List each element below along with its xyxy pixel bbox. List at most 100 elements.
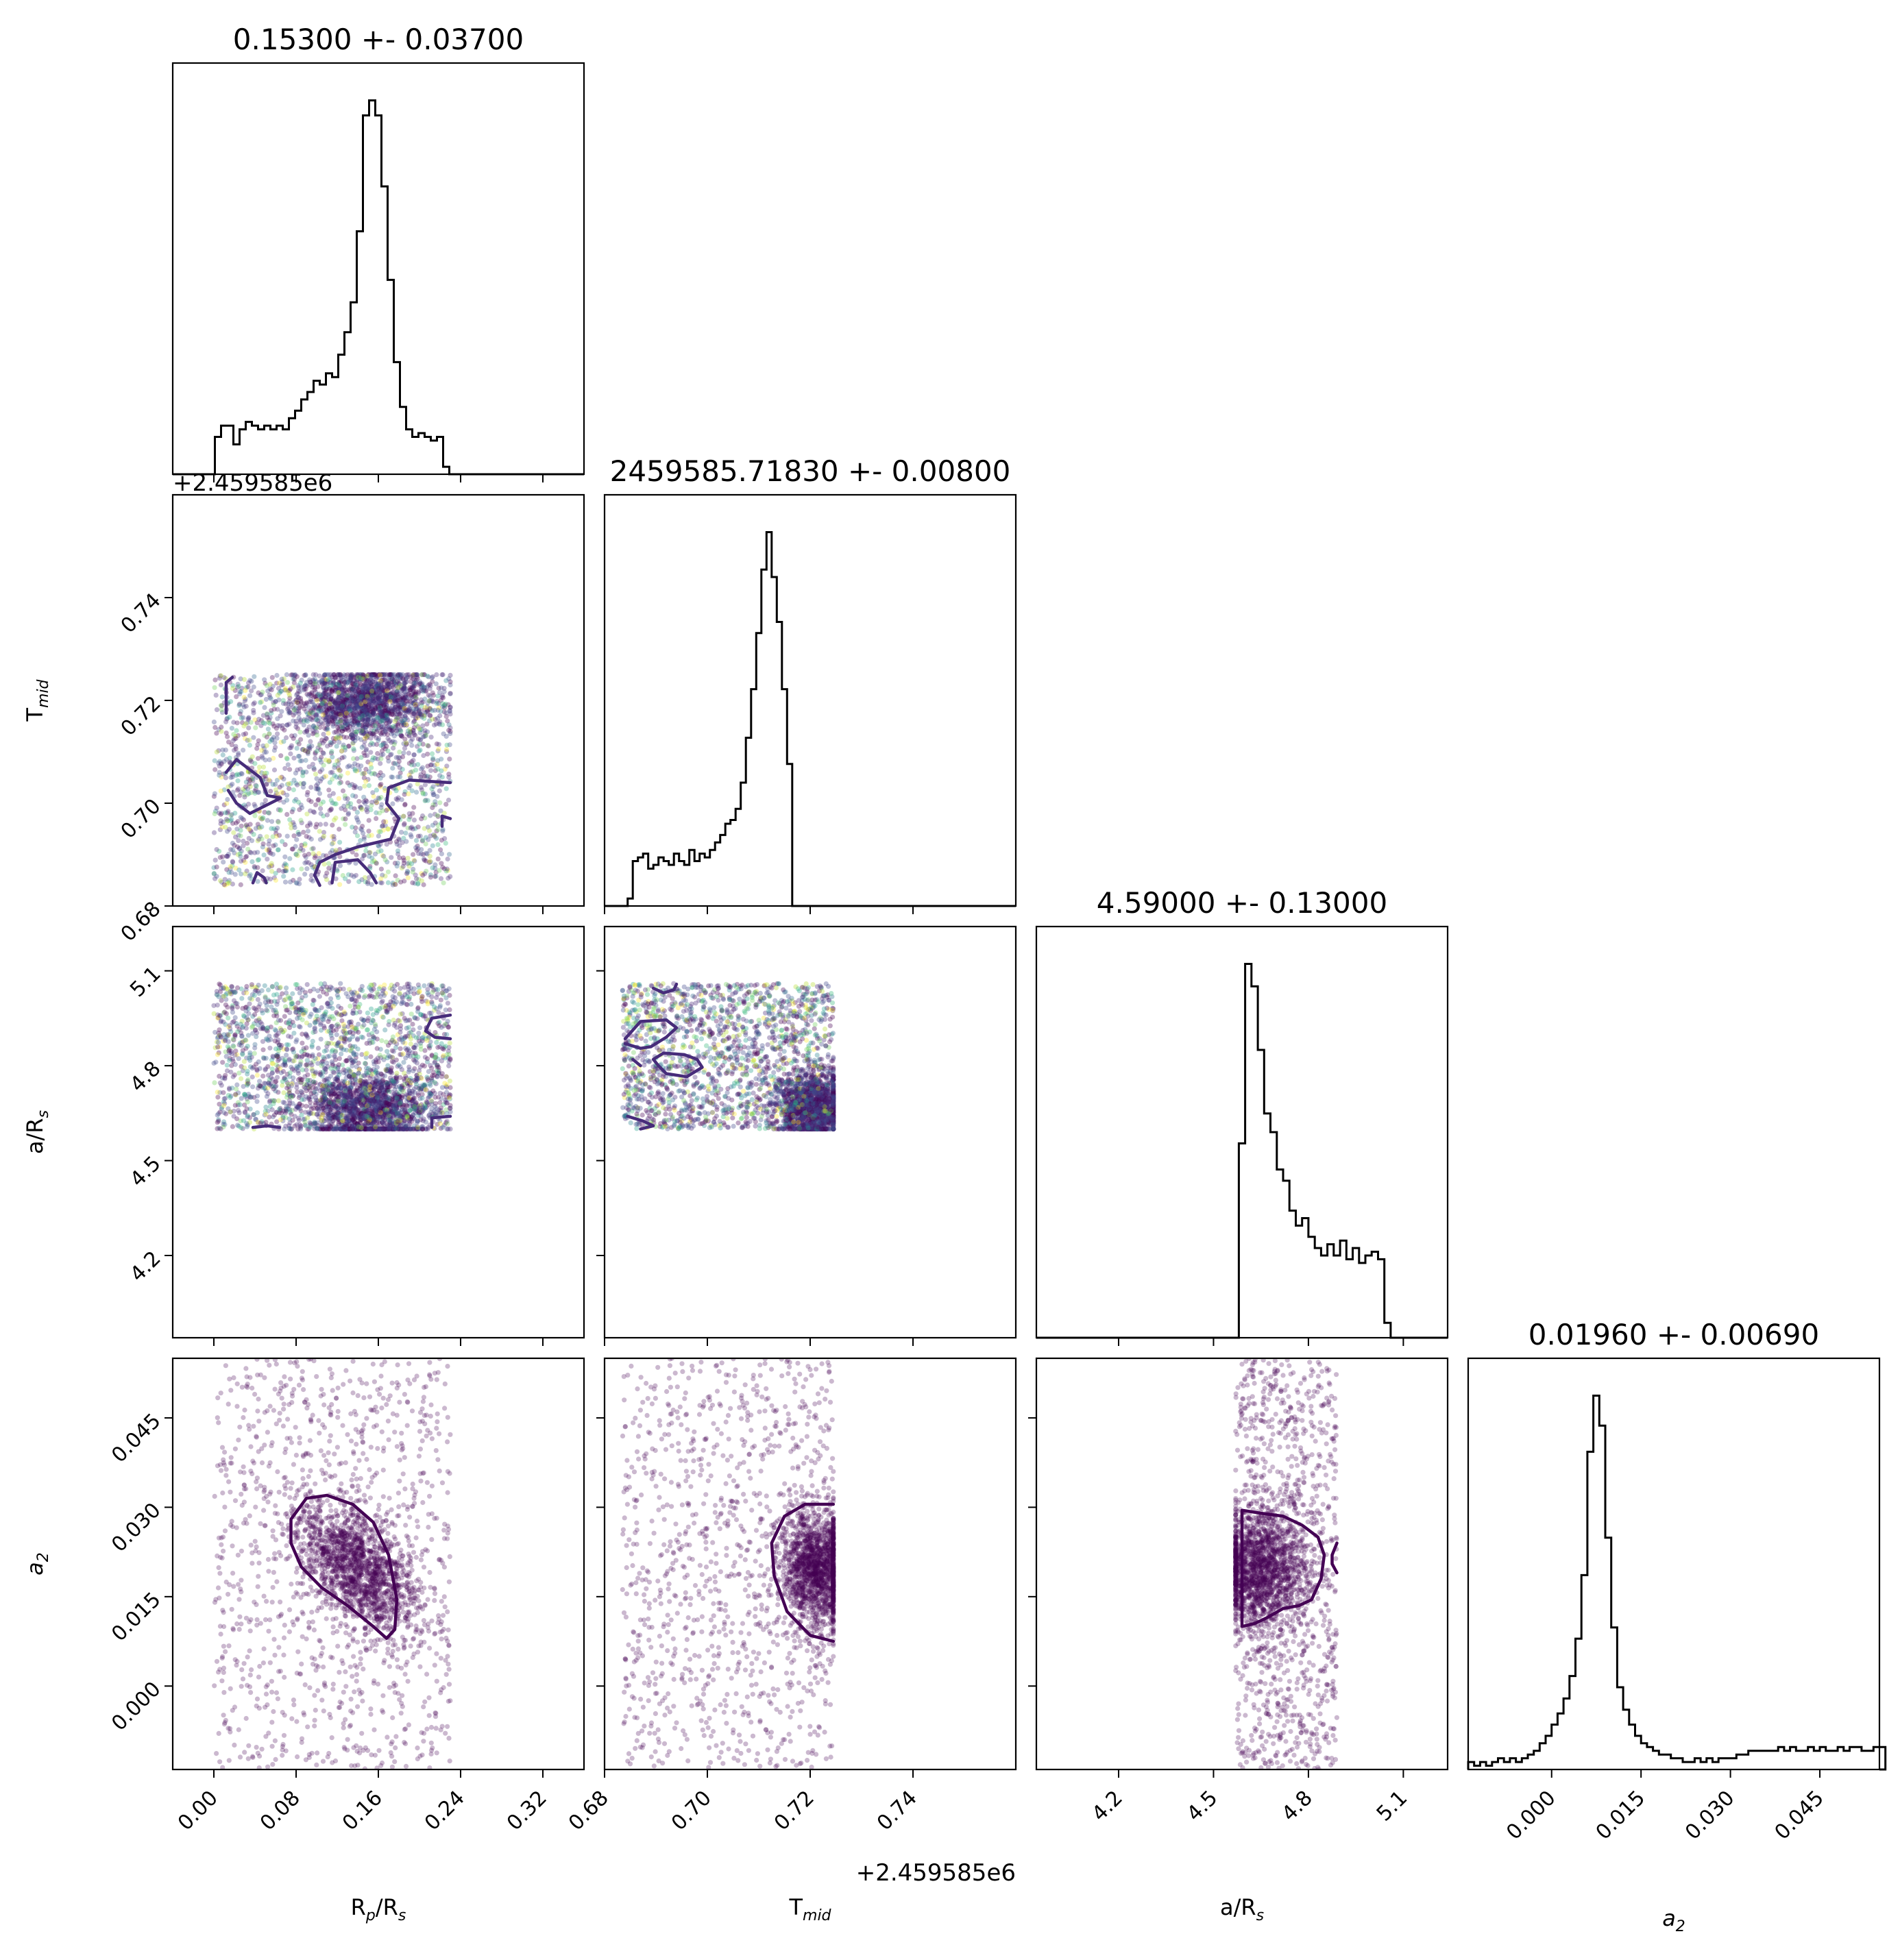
scatter-point <box>372 858 377 863</box>
scatter-point <box>399 718 405 724</box>
scatter-point <box>410 1098 415 1103</box>
scatter-point <box>374 1107 380 1113</box>
scatter-point <box>380 672 385 678</box>
scatter-point <box>380 711 386 717</box>
scatter-point <box>323 735 328 741</box>
scatter-point <box>364 1108 369 1114</box>
scatter-point <box>369 706 374 711</box>
scatter-point <box>295 831 301 837</box>
scatter-point <box>362 695 367 700</box>
scatter-point <box>347 1126 352 1131</box>
scatter-point <box>448 705 453 710</box>
scatter-point <box>393 674 398 680</box>
scatter-point <box>320 721 326 726</box>
scatter-point <box>376 712 382 718</box>
scatter-point <box>405 825 411 831</box>
scatter-point <box>280 682 286 687</box>
scatter-point <box>391 1100 396 1105</box>
scatter-point <box>384 694 389 699</box>
scatter-point <box>286 690 291 696</box>
scatter-point <box>390 1126 395 1131</box>
scatter-point <box>395 1110 400 1116</box>
scatter-point <box>408 825 413 831</box>
scatter-point <box>267 863 273 868</box>
scatter-point <box>328 709 333 714</box>
scatter-point <box>358 1116 363 1122</box>
scatter-point <box>212 724 218 731</box>
scatter-point <box>360 687 365 693</box>
scatter-point <box>377 685 382 690</box>
scatter-point <box>354 709 360 714</box>
scatter-point <box>348 691 353 697</box>
scatter-point <box>368 1108 374 1114</box>
scatter-point <box>343 1103 348 1108</box>
scatter-point <box>430 802 436 807</box>
scatter-point <box>363 1102 368 1108</box>
scatter-point <box>381 1092 387 1098</box>
scatter-point <box>393 1079 398 1084</box>
scatter-point <box>389 676 395 682</box>
scatter-point <box>390 765 395 771</box>
scatter-point <box>344 1120 350 1126</box>
scatter-point <box>391 1126 396 1131</box>
scatter-point <box>389 680 394 685</box>
scatter-point <box>270 1114 276 1120</box>
scatter-point <box>363 722 368 728</box>
scatter-point <box>319 698 325 703</box>
scatter-point <box>334 1094 339 1099</box>
scatter-point <box>377 810 382 816</box>
scatter-point <box>439 837 445 843</box>
scatter-point <box>337 719 343 724</box>
scatter-point <box>399 722 404 728</box>
scatter-point <box>396 681 402 686</box>
scatter-point <box>360 1081 365 1087</box>
scatter-point <box>365 691 370 697</box>
scatter-point <box>377 694 382 699</box>
scatter-point <box>329 688 334 694</box>
scatter-point <box>249 774 256 780</box>
scatter-point <box>292 1123 297 1129</box>
scatter-point <box>369 672 375 678</box>
scatter-point <box>291 705 296 711</box>
scatter-point <box>264 782 269 787</box>
scatter-point <box>416 726 422 731</box>
scatter-point <box>243 854 249 860</box>
scatter-point <box>399 696 404 701</box>
scatter-point <box>397 1101 402 1107</box>
scatter-point <box>368 691 374 696</box>
scatter-point <box>391 1126 397 1131</box>
scatter-point <box>265 857 270 862</box>
scatter-point <box>326 1111 331 1116</box>
scatter-point <box>376 1126 382 1131</box>
scatter-point <box>336 697 341 702</box>
scatter-point <box>282 879 289 885</box>
scatter-point <box>380 772 386 779</box>
scatter-point <box>316 787 321 792</box>
scatter-point <box>422 871 428 877</box>
scatter-point <box>366 1103 372 1108</box>
scatter-point <box>396 1098 402 1104</box>
scatter-point <box>403 1073 409 1079</box>
scatter-point <box>386 680 392 686</box>
scatter-point <box>396 710 402 715</box>
scatter-point <box>341 1103 346 1109</box>
scatter-point <box>337 681 342 687</box>
scatter-point <box>236 752 241 758</box>
scatter-point <box>376 1088 382 1093</box>
scatter-point <box>351 1107 356 1113</box>
scatter-point <box>310 724 316 729</box>
scatter-point <box>395 774 401 780</box>
scatter-point <box>418 713 424 718</box>
scatter-point <box>358 708 364 713</box>
scatter-point <box>289 1126 294 1131</box>
scatter-point <box>405 1111 411 1116</box>
scatter-point <box>365 690 371 696</box>
scatter-point <box>338 1112 343 1118</box>
scatter-point <box>289 846 295 852</box>
scatter-point <box>373 705 378 710</box>
scatter-point <box>435 766 441 772</box>
scatter-point <box>387 1098 392 1103</box>
scatter-point <box>382 685 387 690</box>
scatter-point <box>339 693 344 698</box>
scatter-point <box>402 736 408 742</box>
